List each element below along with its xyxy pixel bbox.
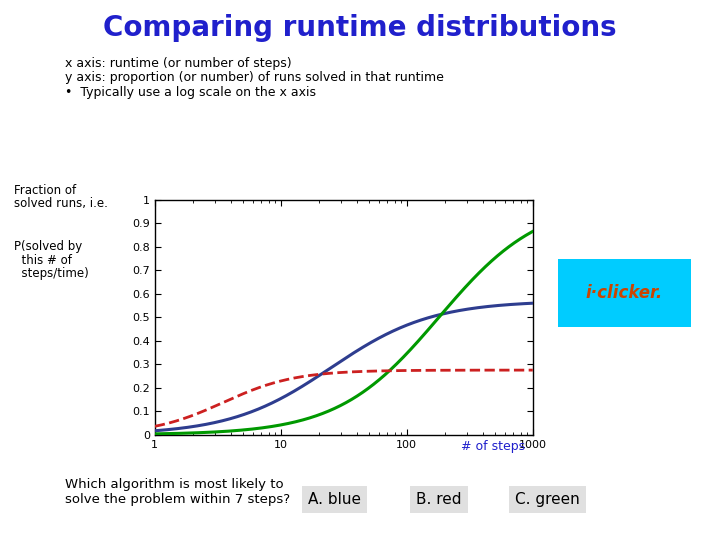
Text: Fraction of: Fraction of bbox=[14, 184, 76, 197]
Text: y axis: proportion (or number) of runs solved in that runtime: y axis: proportion (or number) of runs s… bbox=[65, 71, 444, 84]
Text: x axis: runtime (or number of steps): x axis: runtime (or number of steps) bbox=[65, 57, 292, 70]
Text: P(solved by: P(solved by bbox=[14, 240, 83, 253]
Text: B. red: B. red bbox=[416, 492, 462, 507]
Text: •  Typically use a log scale on the x axis: • Typically use a log scale on the x axi… bbox=[65, 86, 316, 99]
Text: steps/time): steps/time) bbox=[14, 267, 89, 280]
Text: this # of: this # of bbox=[14, 254, 72, 267]
Text: # of steps: # of steps bbox=[461, 440, 526, 453]
Text: i·clicker.: i·clicker. bbox=[586, 284, 663, 302]
Text: Which algorithm is most likely to
solve the problem within 7 steps?: Which algorithm is most likely to solve … bbox=[65, 478, 290, 506]
Text: C. green: C. green bbox=[515, 492, 580, 507]
Text: Comparing runtime distributions: Comparing runtime distributions bbox=[103, 14, 617, 42]
Text: A. blue: A. blue bbox=[308, 492, 361, 507]
Text: solved runs, i.e.: solved runs, i.e. bbox=[14, 197, 108, 210]
